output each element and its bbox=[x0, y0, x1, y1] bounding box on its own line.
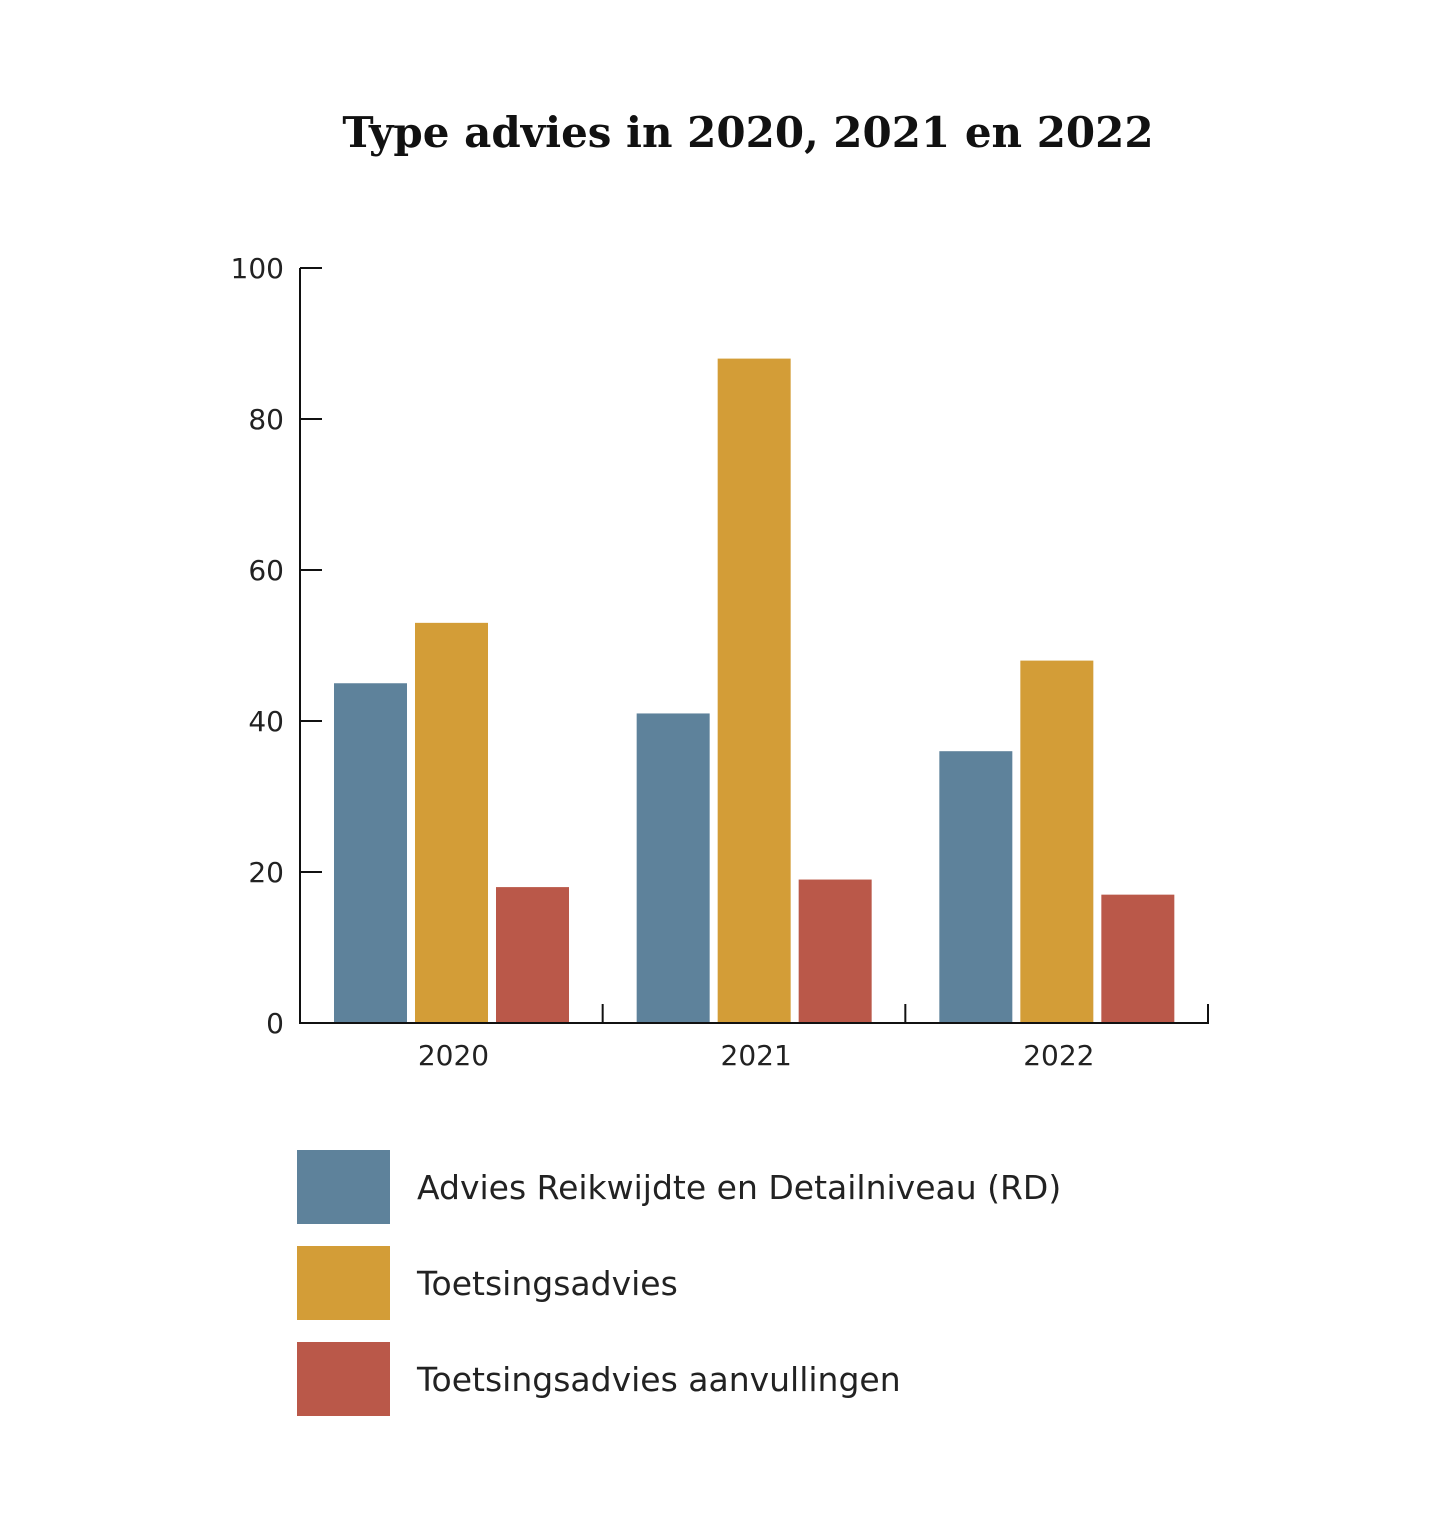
x-tick-label-2022: 2022 bbox=[1023, 1039, 1094, 1072]
legend-swatch-toetsingsadvies bbox=[297, 1246, 390, 1320]
bar-2021-series-1 bbox=[717, 358, 791, 1024]
bar-2020-series-0 bbox=[334, 683, 407, 1023]
bars-layer bbox=[334, 358, 1175, 1024]
chart-title: Type advies in 2020, 2021 en 2022 bbox=[342, 108, 1154, 157]
legend-item-aanvullingen: Toetsingsadvies aanvullingen bbox=[297, 1342, 1061, 1416]
x-tick-label-2020: 2020 bbox=[418, 1039, 489, 1072]
y-tick-label-100: 100 bbox=[231, 252, 284, 285]
y-tick-label-80: 80 bbox=[248, 403, 284, 436]
bar-2022-series-2 bbox=[1101, 894, 1175, 1023]
legend-label-aanvullingen: Toetsingsadvies aanvullingen bbox=[417, 1359, 901, 1399]
bar-2021-series-2 bbox=[798, 879, 872, 1023]
bar-2020-series-1 bbox=[415, 622, 488, 1023]
bar-2022-series-0 bbox=[939, 751, 1013, 1023]
y-tick-label-0: 0 bbox=[266, 1007, 284, 1040]
bar-2022-series-1 bbox=[1020, 660, 1094, 1023]
legend-swatch-aanvullingen bbox=[297, 1342, 390, 1416]
y-tick-label-60: 60 bbox=[248, 554, 284, 587]
axes-layer: 0 20 40 60 80 100 2020 2021 2022 bbox=[231, 252, 1209, 1072]
legend-swatch-rd bbox=[297, 1150, 390, 1224]
legend-label-rd: Advies Reikwijdte en Detailniveau (RD) bbox=[417, 1167, 1062, 1207]
legend-label-toetsingsadvies: Toetsingsadvies bbox=[417, 1263, 678, 1303]
legend-item-rd: Advies Reikwijdte en Detailniveau (RD) bbox=[297, 1150, 1061, 1224]
y-tick-label-40: 40 bbox=[248, 705, 284, 738]
legend: Advies Reikwijdte en Detailniveau (RD) T… bbox=[297, 1150, 1061, 1438]
bar-2020-series-2 bbox=[496, 887, 569, 1023]
legend-item-toetsingsadvies: Toetsingsadvies bbox=[297, 1246, 1061, 1320]
y-tick-label-20: 20 bbox=[248, 856, 284, 889]
x-tick-label-2021: 2021 bbox=[721, 1039, 792, 1072]
bar-2021-series-0 bbox=[636, 713, 710, 1023]
